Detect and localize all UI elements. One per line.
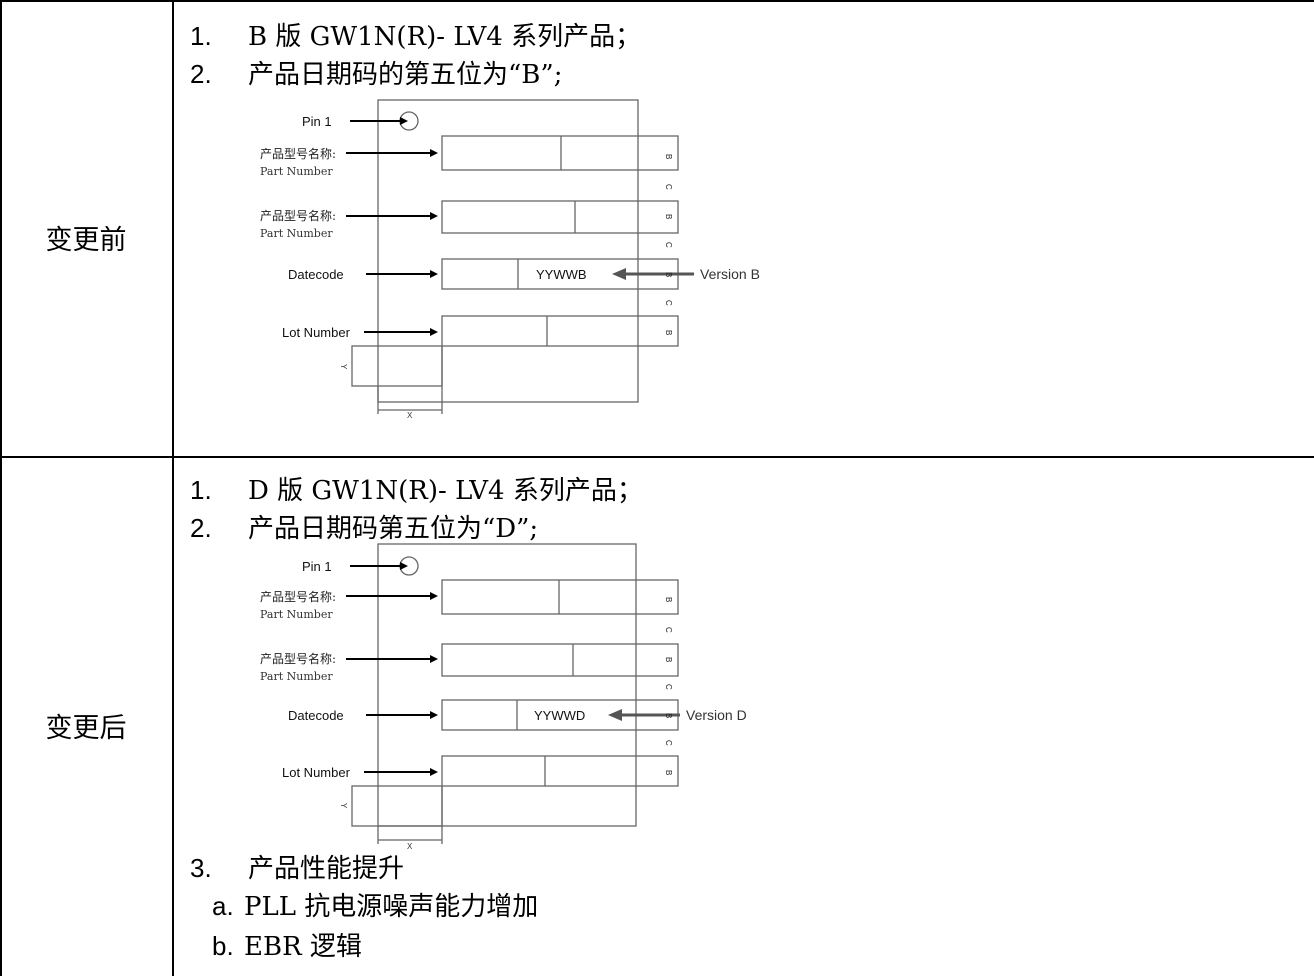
lot-number-label: Lot Number: [282, 765, 351, 780]
svg-text:C: C: [664, 242, 673, 248]
version-label: Version B: [700, 266, 760, 282]
lot-number-box: [441, 315, 679, 347]
table-top-border: [0, 0, 1314, 2]
after-item-1: 1. D 版 GW1N(R)- LV4 系列产品；: [190, 474, 643, 507]
after-item-3: 3. 产品性能提升: [190, 852, 404, 885]
svg-text:B: B: [664, 770, 673, 775]
list-text: 产品日期码第五位为“D”;: [248, 514, 539, 544]
svg-text:C: C: [664, 184, 673, 190]
list-letter: a.: [212, 891, 234, 921]
svg-text:C: C: [664, 627, 673, 633]
marking-diagram-before: Pin 1 产品型号名称: Part Number 产品型号名称: Part N…: [260, 99, 760, 420]
svg-text:C: C: [664, 684, 673, 690]
chip-outline: [377, 99, 639, 403]
part-number-en-label-2: Part Number: [260, 227, 333, 240]
list-number: 2.: [190, 59, 212, 89]
svg-text:B: B: [664, 154, 673, 159]
table-left-border: [0, 0, 2, 976]
svg-text:C: C: [664, 300, 673, 306]
version-label: Version D: [686, 707, 747, 723]
list-text: PLL 抗电源噪声能力增加: [244, 892, 539, 922]
part-number-en-label-1: Part Number: [260, 165, 333, 178]
part-number-en-label-2: Part Number: [260, 670, 333, 683]
side-markers: B C B C B C B: [664, 597, 673, 775]
before-item-2: 2. 产品日期码的第五位为“B”;: [190, 58, 562, 91]
y-dimension-label: Y: [339, 803, 348, 809]
part-number-zh-label-2: 产品型号名称:: [260, 651, 336, 666]
x-dimension-label: X: [407, 411, 413, 420]
pin1-label: Pin 1: [302, 559, 332, 574]
svg-text:B: B: [664, 597, 673, 602]
svg-text:B: B: [664, 657, 673, 662]
list-text: B 版 GW1N(R)- LV4 系列产品；: [248, 22, 642, 52]
datecode-value: YYWWB: [536, 267, 587, 282]
table-row-divider: [0, 456, 1314, 458]
x-dimension-label: X: [407, 842, 413, 851]
table-column-divider: [172, 0, 174, 976]
part-number-zh-label-1: 产品型号名称:: [260, 146, 336, 161]
y-dimension-label: Y: [339, 364, 348, 370]
part-number-box-2: [441, 643, 679, 677]
list-letter: b.: [212, 931, 234, 961]
part-number-box-1: [441, 135, 679, 171]
list-text: EBR 逻辑: [244, 932, 362, 962]
part-number-zh-label-2: 产品型号名称:: [260, 208, 336, 223]
y-dimension-box: [351, 785, 443, 827]
part-number-en-label-1: Part Number: [260, 608, 333, 621]
svg-text:B: B: [664, 330, 673, 335]
list-text: 产品性能提升: [248, 854, 405, 884]
list-number: 3.: [190, 853, 212, 883]
after-subitem-a: a. PLL 抗电源噪声能力增加: [212, 890, 538, 923]
list-text: D 版 GW1N(R)- LV4 系列产品；: [248, 476, 643, 506]
row-label-after: 变更后: [45, 713, 127, 744]
before-item-1: 1. B 版 GW1N(R)- LV4 系列产品；: [190, 20, 641, 53]
pin1-label: Pin 1: [302, 114, 332, 129]
svg-text:B: B: [664, 272, 673, 277]
datecode-value: YYWWD: [534, 708, 585, 723]
datecode-label: Datecode: [288, 267, 344, 282]
svg-text:B: B: [664, 214, 673, 219]
svg-text:B: B: [664, 713, 673, 718]
after-item-2: 2. 产品日期码第五位为“D”;: [190, 512, 538, 545]
part-number-box-1: [441, 579, 679, 615]
list-number: 1.: [190, 21, 212, 51]
lot-number-box: [441, 755, 679, 787]
list-text: 产品日期码的第五位为“B”;: [248, 60, 563, 90]
svg-text:C: C: [664, 740, 673, 746]
lot-number-label: Lot Number: [282, 325, 351, 340]
part-number-zh-label-1: 产品型号名称:: [260, 589, 336, 604]
part-number-box-2: [441, 200, 679, 234]
chip-outline: [377, 543, 637, 827]
list-number: 1.: [190, 475, 212, 505]
y-dimension-box: [351, 345, 443, 387]
marking-diagram-after: Pin 1 产品型号名称: Part Number 产品型号名称: Part N…: [260, 543, 747, 851]
datecode-label: Datecode: [288, 708, 344, 723]
list-number: 2.: [190, 513, 212, 543]
after-subitem-b: b. EBR 逻辑: [212, 930, 362, 963]
row-label-before: 变更前: [45, 225, 127, 256]
side-markers: B C B C B C B: [664, 154, 673, 335]
